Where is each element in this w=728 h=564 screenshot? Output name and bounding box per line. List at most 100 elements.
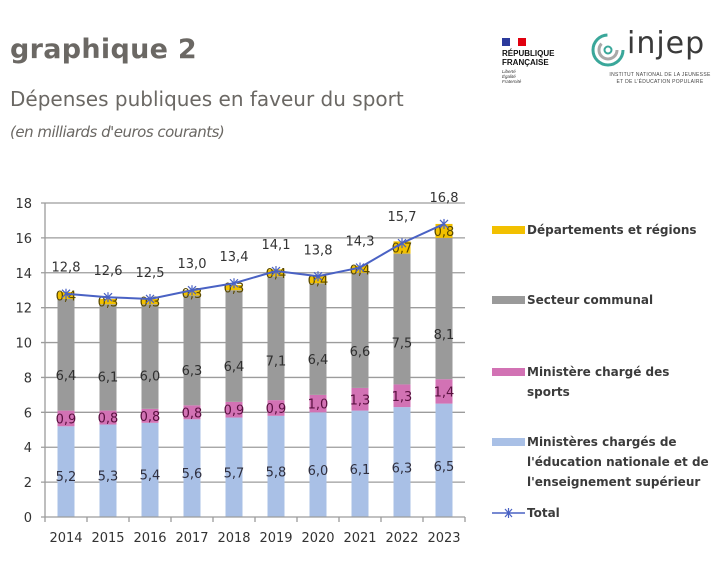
y-tick-label: 10 (15, 337, 32, 352)
republique-line1: RÉPUBLIQUE (502, 49, 555, 58)
bar-segment (183, 295, 201, 406)
legend-item-departements: Départements et régions (492, 220, 722, 240)
total-marker (439, 218, 449, 229)
x-tick-label: 2015 (91, 531, 124, 546)
bar-segment (225, 401, 243, 418)
segment-label: 0,8 (434, 225, 455, 240)
segment-label: 6,4 (56, 369, 77, 384)
bar-segment (225, 417, 243, 517)
injep-logo: injep INSTITUT NATIONAL DE LA JEUNESSE E… (590, 26, 720, 90)
total-label: 13,8 (304, 243, 333, 258)
bar-segment (393, 384, 411, 408)
bar-segment (435, 237, 453, 380)
bar-segment (99, 424, 117, 517)
legend-item-total: Total (492, 503, 722, 523)
total-label: 15,7 (388, 210, 417, 225)
bar-segment (309, 394, 327, 413)
bar-segment (99, 410, 117, 425)
bar-segment (141, 422, 159, 517)
axes (41, 203, 465, 518)
total-marker (397, 238, 407, 249)
total-marker (229, 278, 239, 289)
legend-item-secteur-communal: Secteur communal (492, 290, 722, 310)
total-marker (313, 271, 323, 282)
bar-segment (435, 379, 453, 404)
segment-label: 8,1 (434, 328, 455, 343)
total-marker (103, 292, 113, 303)
x-tick-label: 2020 (301, 531, 334, 546)
injep-tagline-line1: INSTITUT NATIONAL DE LA JEUNESSE (609, 72, 711, 78)
legend-label: Secteur communal (527, 293, 654, 307)
segment-label: 6,4 (224, 360, 245, 375)
segment-label: 0,9 (266, 402, 287, 417)
bar-segment (267, 415, 285, 517)
total-marker (355, 262, 365, 273)
bar-segment (99, 304, 117, 411)
legend-label: Ministères chargés de l'éducation nation… (527, 435, 709, 489)
total-label: 13,4 (220, 250, 249, 265)
bar-segment (351, 387, 369, 411)
legend-total-line-icon (492, 503, 525, 523)
x-tick-label: 2019 (259, 531, 292, 546)
segment-label: 0,8 (140, 410, 161, 425)
bar-segment (57, 410, 75, 427)
motto-egalite: Égalité (502, 74, 516, 79)
total-marker (145, 293, 155, 304)
segment-label: 1,4 (434, 385, 455, 400)
segment-label: 0,9 (224, 404, 245, 419)
total-line (61, 218, 449, 304)
total-label: 16,8 (430, 191, 459, 206)
segment-label: 5,6 (182, 467, 203, 482)
total-label: 12,8 (52, 261, 81, 276)
legend-swatch-departements (492, 226, 525, 234)
injep-tagline: INSTITUT NATIONAL DE LA JEUNESSE ET DE L… (604, 72, 716, 86)
segment-label: 1,3 (392, 390, 413, 405)
bar-segment (183, 405, 201, 420)
y-tick-label: 18 (15, 197, 32, 212)
segment-label: 6,1 (350, 463, 371, 478)
total-marker (187, 285, 197, 296)
segment-label: 1,3 (350, 393, 371, 408)
legend-swatch-secteur-communal (492, 296, 525, 304)
legend-label: Total (527, 506, 560, 520)
bar-segment (351, 272, 369, 388)
french-flag-icon (502, 38, 526, 46)
x-axis-ticks: 2014 2015 2016 2017 2018 2019 2020 2021 2022 2023 (44, 517, 466, 546)
y-tick-label: 14 (15, 267, 32, 282)
republique-motto: Liberté Égalité Fraternité (502, 69, 521, 84)
legend-swatch-ministeres-education (492, 438, 525, 446)
bar-segment (435, 403, 453, 517)
x-tick-label: 2021 (343, 531, 376, 546)
y-tick-label: 8 (24, 371, 32, 386)
y-tick-label: 2 (24, 476, 32, 491)
bar-segment (267, 276, 285, 401)
segment-label: 6,3 (182, 364, 203, 379)
y-tick-label: 16 (15, 232, 32, 247)
motto-liberte: Liberté (502, 69, 516, 74)
bar-segment (57, 426, 75, 517)
segment-label: 7,5 (392, 337, 413, 352)
total-marker (61, 288, 71, 299)
segment-label: 6,1 (98, 371, 119, 386)
y-tick-label: 12 (15, 302, 32, 317)
bars (57, 223, 453, 517)
motto-fraternite: Fraternité (502, 79, 522, 84)
segment-label: 5,3 (98, 469, 119, 484)
bar-segment (141, 304, 159, 409)
legend-label: Ministère chargé des sports (527, 365, 670, 399)
republique-line2: FRANÇAISE (502, 58, 549, 67)
segment-label: 6,5 (434, 460, 455, 475)
segment-label: 5,2 (56, 470, 77, 485)
segment-labels: 5,20,96,40,45,30,86,10,35,40,86,00,35,60… (56, 225, 455, 485)
total-label: 14,3 (346, 235, 375, 250)
injep-wordmark: injep (627, 26, 706, 61)
legend-swatch-ministere-sports (492, 368, 525, 376)
chart-title: graphique 2 (10, 34, 198, 65)
segment-label: 0,9 (56, 412, 77, 427)
y-tick-label: 6 (24, 406, 32, 421)
total-label: 12,6 (94, 264, 123, 279)
total-series-line (65, 223, 445, 300)
total-labels: 12,8 12,6 12,5 13,0 13,4 14,1 13,8 14,3 15,7 16,8 (52, 191, 459, 281)
segment-label: 6,6 (350, 345, 371, 360)
